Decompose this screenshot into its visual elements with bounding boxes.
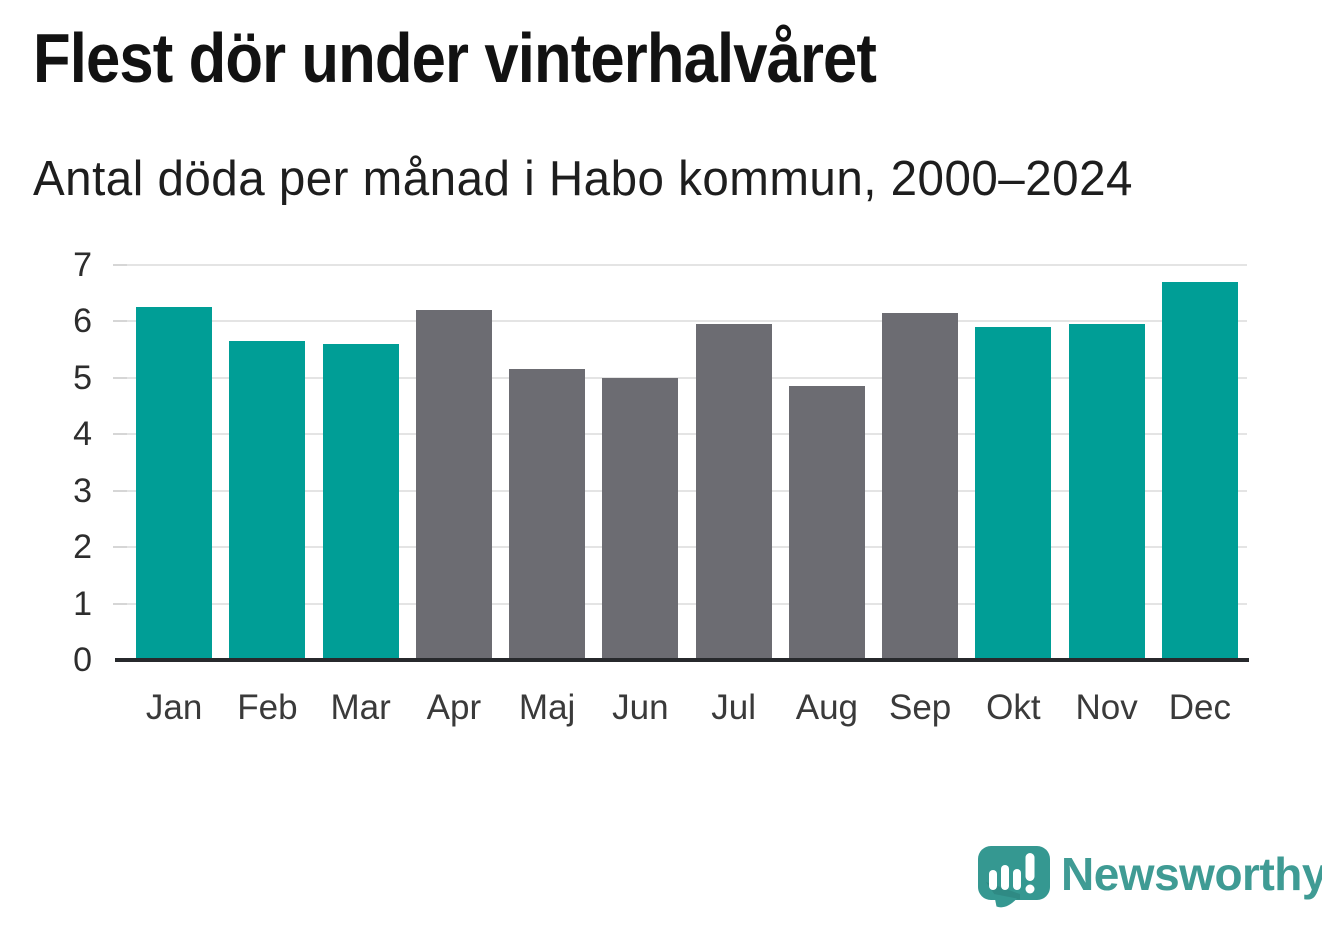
gridline-7 (127, 264, 1247, 266)
bar-slot-nov (1068, 265, 1145, 660)
bar-slot-jun (602, 265, 679, 660)
y-tick-5 (113, 376, 127, 379)
y-axis-label-3: 3 (73, 471, 92, 510)
y-axis: 0 1 2 3 4 5 6 7 (40, 248, 108, 677)
bar-slot-aug (788, 265, 865, 660)
x-axis-label-jul: Jul (711, 688, 756, 727)
y-tick-3 (113, 489, 127, 492)
x-axis-label-okt: Okt (986, 688, 1041, 727)
bar-apr (415, 310, 492, 660)
y-axis-label-0: 0 (73, 641, 92, 679)
y-tick-1 (113, 602, 127, 605)
y-axis-label-7: 7 (73, 246, 92, 284)
gridline-3 (127, 489, 1247, 492)
y-tick-4 (113, 433, 127, 436)
gridline-4 (127, 433, 1247, 436)
x-axis-label-jun: Jun (612, 688, 669, 727)
gridline-1 (127, 602, 1247, 605)
x-axis-label-dec: Dec (1168, 688, 1231, 727)
x-axis: Jan Feb Mar Apr Maj Jun Jul Aug Sep Okt Nov Dec (127, 688, 1247, 728)
bar-dec (1161, 281, 1238, 660)
x-axis-label-mar: Mar (330, 688, 391, 727)
y-tick-7 (113, 264, 127, 266)
x-axis-label-nov: Nov (1075, 688, 1138, 727)
bar-slot-feb (229, 265, 306, 660)
newsworthy-logo: Newsworthy (978, 846, 1322, 909)
bar-okt (975, 327, 1052, 660)
x-axis-label-apr: Apr (426, 688, 482, 727)
y-axis-label-5: 5 (73, 358, 92, 397)
y-tick-6 (113, 320, 127, 323)
x-axis-label-jan: Jan (145, 688, 203, 727)
gridline-5 (127, 376, 1247, 379)
x-axis-label-aug: Aug (795, 688, 859, 727)
bar-maj (509, 369, 586, 660)
y-tick-2 (113, 546, 127, 549)
bar-slot-okt (975, 265, 1052, 660)
x-axis-label-maj: Maj (518, 688, 576, 727)
bar-nov (1068, 324, 1145, 660)
bar-jan (136, 307, 213, 660)
newsworthy-speech-bubble-chart-icon (978, 846, 1050, 908)
bar-slot-jan (136, 265, 213, 660)
bar-jul (695, 324, 772, 660)
chart-subtitle: Antal döda per månad i Habo kommun, 2000… (33, 152, 1133, 206)
y-axis-label-4: 4 (73, 415, 92, 454)
y-axis-label-2: 2 (73, 528, 92, 567)
gridline-2 (127, 546, 1247, 549)
bar-slot-sep (882, 265, 959, 660)
gridline-6 (127, 320, 1247, 323)
bar-aug (788, 386, 865, 660)
bar-chart-plot-area (113, 264, 1249, 662)
x-axis-line (115, 658, 1249, 662)
y-axis-label-1: 1 (73, 584, 92, 623)
bar-mar (322, 344, 399, 660)
bar-slot-apr (415, 265, 492, 660)
x-axis-label-feb: Feb (237, 688, 298, 727)
brand-wordmark: Newsworthy (1061, 847, 1322, 900)
bar-sep (882, 312, 959, 660)
bar-jun (602, 377, 679, 660)
bar-slot-mar (322, 265, 399, 660)
bar-feb (229, 341, 306, 660)
x-axis-label-sep: Sep (888, 688, 952, 727)
bars-container (127, 265, 1247, 660)
bar-slot-maj (509, 265, 586, 660)
y-axis-label-6: 6 (73, 302, 92, 341)
bar-slot-dec (1161, 265, 1238, 660)
page-title: Flest dör under vinterhalvåret (33, 19, 877, 97)
bar-slot-jul (695, 265, 772, 660)
